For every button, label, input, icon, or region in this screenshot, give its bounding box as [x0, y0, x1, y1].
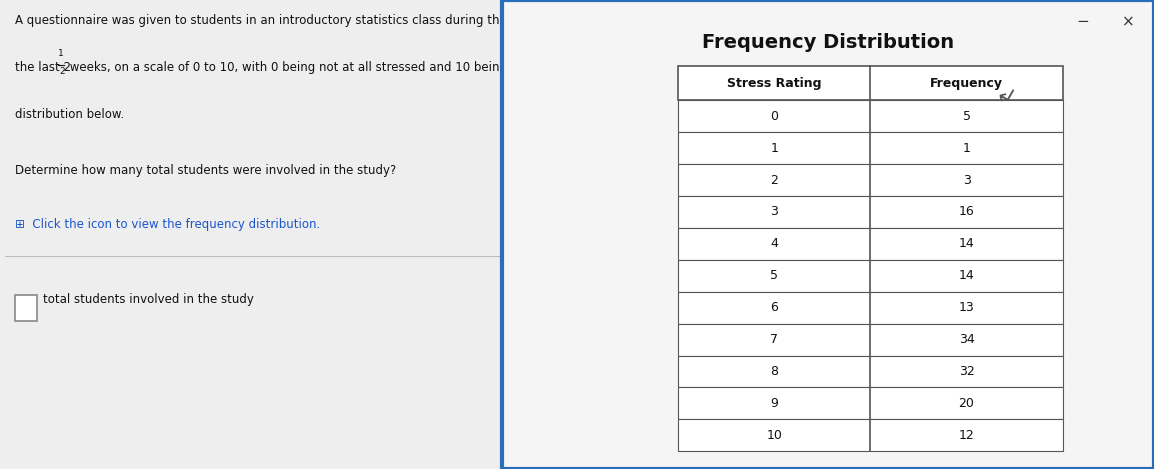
- FancyBboxPatch shape: [15, 295, 37, 321]
- Text: 5: 5: [770, 269, 778, 282]
- Text: 7: 7: [770, 333, 778, 346]
- Text: 1: 1: [58, 49, 63, 58]
- Text: −: −: [1076, 14, 1088, 29]
- Text: 10: 10: [766, 429, 782, 442]
- Text: ↲: ↲: [991, 84, 1017, 111]
- Text: 8: 8: [770, 365, 778, 378]
- Text: 0: 0: [770, 110, 778, 123]
- Text: ⊞  Click the icon to view the frequency distribution.: ⊞ Click the icon to view the frequency d…: [15, 218, 321, 231]
- Text: the last 2: the last 2: [15, 61, 72, 74]
- FancyBboxPatch shape: [679, 324, 1063, 356]
- FancyBboxPatch shape: [679, 100, 1063, 132]
- FancyBboxPatch shape: [679, 292, 1063, 324]
- FancyBboxPatch shape: [679, 164, 1063, 196]
- Text: 2: 2: [59, 67, 65, 76]
- Text: 1: 1: [770, 142, 778, 155]
- Text: 14: 14: [959, 237, 974, 250]
- Text: weeks, on a scale of 0 to 10, with 0 being not at all stressed and 10 being as s: weeks, on a scale of 0 to 10, with 0 bei…: [66, 61, 973, 74]
- Text: 5: 5: [962, 110, 971, 123]
- Text: 2: 2: [770, 174, 778, 187]
- Text: 12: 12: [959, 429, 974, 442]
- Text: distribution below.: distribution below.: [15, 108, 125, 121]
- FancyBboxPatch shape: [502, 0, 1154, 469]
- Text: A questionnaire was given to students in an introductory statistics class during: A questionnaire was given to students in…: [15, 14, 973, 27]
- Text: 3: 3: [770, 205, 778, 219]
- Text: 4: 4: [770, 237, 778, 250]
- Text: ×: ×: [1122, 14, 1134, 29]
- Text: 34: 34: [959, 333, 974, 346]
- FancyBboxPatch shape: [679, 228, 1063, 260]
- FancyBboxPatch shape: [679, 196, 1063, 228]
- FancyBboxPatch shape: [679, 132, 1063, 164]
- Text: 20: 20: [959, 397, 974, 410]
- Text: 1: 1: [962, 142, 971, 155]
- Text: 14: 14: [959, 269, 974, 282]
- Text: Determine how many total students were involved in the study?: Determine how many total students were i…: [15, 164, 397, 177]
- FancyBboxPatch shape: [679, 419, 1063, 451]
- FancyBboxPatch shape: [679, 387, 1063, 419]
- Text: 32: 32: [959, 365, 974, 378]
- Text: Frequency Distribution: Frequency Distribution: [702, 33, 954, 52]
- FancyBboxPatch shape: [679, 260, 1063, 292]
- Text: 13: 13: [959, 301, 974, 314]
- Text: 6: 6: [770, 301, 778, 314]
- Text: 3: 3: [962, 174, 971, 187]
- FancyBboxPatch shape: [679, 356, 1063, 387]
- Text: Frequency: Frequency: [930, 76, 1003, 90]
- Text: Stress Rating: Stress Rating: [727, 76, 822, 90]
- Text: 16: 16: [959, 205, 974, 219]
- FancyBboxPatch shape: [679, 66, 1063, 100]
- Text: total students involved in the study: total students involved in the study: [43, 293, 254, 306]
- Text: 9: 9: [770, 397, 778, 410]
